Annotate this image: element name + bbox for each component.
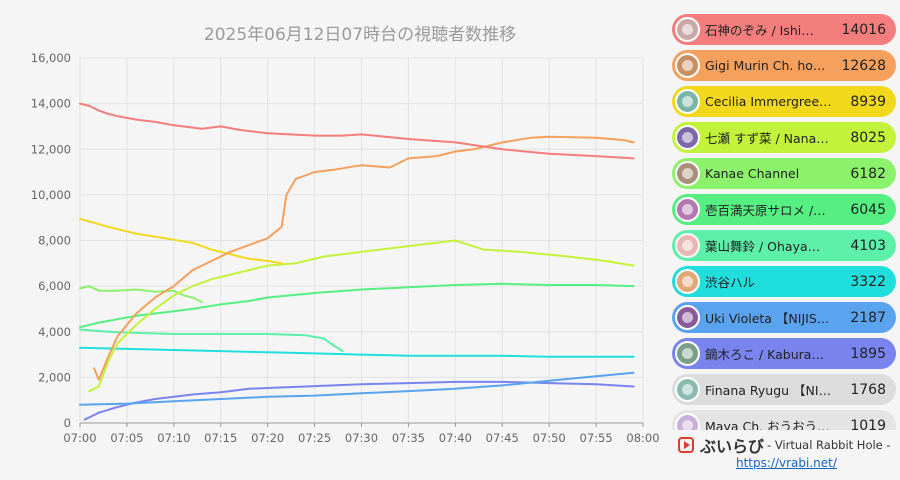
legend: 石神のぞみ / Ishi… 14016 Gigi Murin Ch. ho… 1262… <box>672 14 896 434</box>
legend-item[interactable]: 渋谷ハル 3322 <box>672 266 896 297</box>
x-tick-label: 07:50 <box>533 431 566 445</box>
legend-item[interactable]: Uki Violeta 【NIJIS… 2187 <box>672 302 896 333</box>
footer: ぶいらび - Virtual Rabbit Hole - https://vra… <box>672 430 900 480</box>
legend-value: 14016 <box>841 21 886 38</box>
legend-item[interactable]: Kanae Channel 6182 <box>672 158 896 189</box>
axes: 0 2,000 4,000 6,000 8,000 10,000 12,000 14,000 1… <box>31 51 660 445</box>
avatar <box>675 125 700 150</box>
avatar <box>675 341 700 366</box>
legend-value: 3322 <box>850 273 886 290</box>
avatar <box>675 233 700 258</box>
y-tick-label: 6,000 <box>38 279 71 293</box>
legend-name: 渋谷ハル <box>705 275 756 290</box>
legend-name: 葉山舞鈴 / Ohaya… <box>705 239 821 254</box>
grid-lines <box>79 57 644 424</box>
brand-name: ぶいらび <box>700 437 765 456</box>
legend-name: Gigi Murin Ch. ho… <box>705 58 826 73</box>
series-line <box>79 328 344 353</box>
y-tick-label: 4,000 <box>38 325 71 339</box>
play-icon <box>678 437 694 453</box>
legend-item[interactable]: 石神のぞみ / Ishi… 14016 <box>672 14 896 45</box>
legend-name: Finana Ryugu 【NI… <box>705 383 832 398</box>
series-lines <box>79 102 635 421</box>
legend-value: 12628 <box>841 57 886 74</box>
x-tick-label: 07:05 <box>110 431 143 445</box>
legend-item[interactable]: 鏑木ろこ / Kabura… 1895 <box>672 338 896 369</box>
avatar <box>675 89 700 114</box>
legend-name: Uki Violeta 【NIJIS… <box>705 311 830 326</box>
avatar <box>675 269 700 294</box>
chart-title: 2025年06月12日07時台の視聴者数推移 <box>203 25 517 45</box>
x-tick-label: 07:45 <box>486 431 519 445</box>
legend-value: 8939 <box>850 93 886 110</box>
avatar <box>675 377 700 402</box>
x-tick-label: 07:40 <box>439 431 472 445</box>
legend-value: 6182 <box>850 165 886 182</box>
series-line <box>88 239 635 393</box>
x-tick-label: 07:35 <box>392 431 425 445</box>
y-tick-label: 8,000 <box>38 234 71 248</box>
legend-item[interactable]: 七瀬 すず菜 / Nana… 8025 <box>672 122 896 153</box>
legend-value: 4103 <box>850 237 886 254</box>
legend-value: 1895 <box>850 345 886 362</box>
legend-value: 1768 <box>850 381 886 398</box>
line-chart: 0 2,000 4,000 6,000 8,000 10,000 12,000 14,000 1… <box>31 51 660 445</box>
series-line <box>79 102 635 160</box>
x-tick-label: 07:10 <box>157 431 190 445</box>
series-line <box>79 371 635 406</box>
avatar <box>675 413 700 434</box>
legend-value: 1019 <box>850 417 886 434</box>
series-line <box>79 282 635 329</box>
avatar <box>675 17 700 42</box>
legend-item[interactable]: Gigi Murin Ch. ho… 12628 <box>672 50 896 81</box>
y-tick-label: 16,000 <box>31 51 71 65</box>
legend-item[interactable]: 葉山舞鈴 / Ohaya… 4103 <box>672 230 896 261</box>
series-line <box>93 135 635 381</box>
legend-name: 七瀬 すず菜 / Nana… <box>705 131 829 146</box>
legend-value: 8025 <box>850 129 886 146</box>
avatar <box>675 53 700 78</box>
legend-item[interactable]: 壱百満天原サロメ /… 6045 <box>672 194 896 225</box>
legend-name: 石神のぞみ / Ishi… <box>705 23 814 38</box>
series-line <box>79 285 203 304</box>
series-line <box>79 217 283 265</box>
x-tick-label: 07:00 <box>63 431 96 445</box>
legend-name: Kanae Channel <box>705 166 800 181</box>
x-tick-label: 07:15 <box>204 431 237 445</box>
legend-name: 鏑木ろこ / Kabura… <box>705 347 824 362</box>
legend-item[interactable]: Finana Ryugu 【NI… 1768 <box>672 374 896 405</box>
y-tick-label: 10,000 <box>31 188 71 202</box>
series-line <box>79 346 635 358</box>
avatar <box>675 161 700 186</box>
x-tick-label: 07:20 <box>251 431 284 445</box>
y-tick-label: 12,000 <box>31 142 71 156</box>
y-tick-label: 14,000 <box>31 97 71 111</box>
site-link[interactable]: https://vrabi.net/ <box>736 456 837 470</box>
brand-subtitle: - Virtual Rabbit Hole - <box>767 438 891 452</box>
legend-name: 壱百満天原サロメ /… <box>705 203 826 218</box>
x-tick-label: 08:00 <box>626 431 659 445</box>
x-tick-label: 07:30 <box>345 431 378 445</box>
legend-name: Cecilia Immergree… <box>705 94 832 109</box>
brand-row: ぶいらび - Virtual Rabbit Hole - <box>678 433 891 457</box>
y-tick-label: 2,000 <box>38 370 71 384</box>
avatar <box>675 305 700 330</box>
legend-value: 6045 <box>850 201 886 218</box>
y-tick-label: 0 <box>64 416 71 430</box>
x-tick-label: 07:25 <box>298 431 331 445</box>
legend-value: 2187 <box>850 309 886 326</box>
legend-item[interactable]: Cecilia Immergree… 8939 <box>672 86 896 117</box>
avatar <box>675 197 700 222</box>
x-tick-label: 07:55 <box>580 431 613 445</box>
